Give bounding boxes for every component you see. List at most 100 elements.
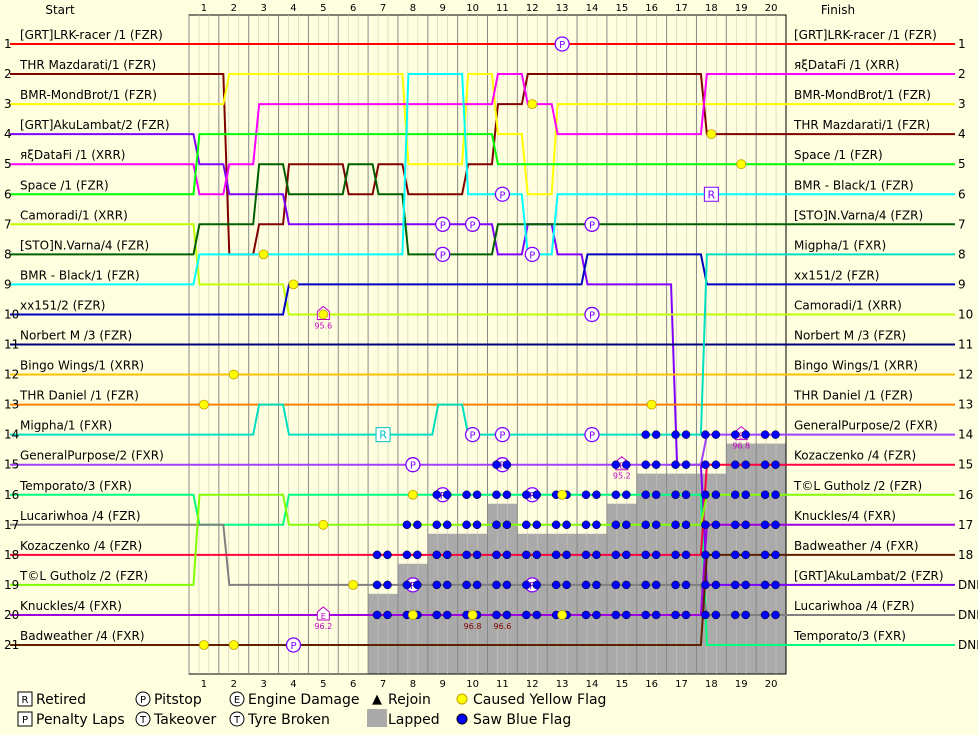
- finish-driver-label: xx151/2 (FZR): [794, 268, 879, 282]
- pitstop-icon-letter: P: [589, 310, 595, 321]
- start-driver-label: THR Mazdarati/1 (FZR): [19, 58, 156, 72]
- finish-driver-label: BMR - Black/1 (FZR): [794, 178, 914, 192]
- yellow-flag-dot: [646, 399, 657, 410]
- lap-tick-bottom: 18: [705, 679, 718, 690]
- blue-flag-dot: [551, 580, 561, 590]
- legend-icon-letter: T: [139, 715, 147, 726]
- position-label-left: 17: [4, 518, 19, 532]
- blue-flag-dot: [492, 550, 501, 560]
- pitstop-icon-letter: P: [529, 250, 535, 261]
- pitstop-icon-letter: P: [470, 431, 476, 442]
- retired-legend-icon: [17, 691, 33, 707]
- blue-flag-dot: [372, 610, 382, 620]
- yellow-flag-dot: [527, 99, 538, 109]
- blue-flag-dot: [641, 490, 650, 499]
- lap-tick-bottom: 1: [201, 679, 207, 690]
- finish-driver-label: GeneralPurpose/2 (FXR): [794, 419, 938, 433]
- blue-flag-dot: [711, 490, 721, 499]
- pitstop-icon: [554, 36, 570, 52]
- blue-flag-dot: [760, 580, 770, 590]
- blue-flag-dot: [711, 580, 721, 590]
- blue-flag-dot: [581, 580, 591, 590]
- blue-flag-dot: [741, 490, 750, 499]
- pitstop-icon-letter: P: [410, 581, 416, 592]
- blue-flag-dot: [622, 460, 631, 469]
- blue-flag-dot: [681, 610, 691, 620]
- blue-flag-dot: [372, 580, 382, 590]
- start-driver-label: Camoradi/1 (XRR): [20, 208, 128, 222]
- blue-flag-dot: [771, 610, 780, 620]
- lap-tick-top: 4: [290, 3, 296, 14]
- legend-icon-letter: R: [22, 695, 29, 706]
- blue-flag-dot: [532, 550, 542, 560]
- finish-driver-label: BMR-MondBrot/1 (FZR): [794, 88, 931, 102]
- blue-flag-dot: [771, 490, 780, 499]
- blue-flag-dot: [562, 580, 571, 590]
- blue-flag-dot: [760, 550, 770, 560]
- blue-flag-dot: [701, 460, 710, 469]
- blue-flag-dot: [581, 610, 591, 620]
- blue-flag-dot: [522, 580, 531, 590]
- start-driver-label: GeneralPurpose/2 (FXR): [20, 449, 164, 463]
- penalty-icon-letter: R: [379, 429, 387, 442]
- blue-flag-dot: [771, 430, 780, 439]
- legend-label: Rejoin: [388, 692, 431, 708]
- blue-flag-dot: [622, 490, 631, 499]
- blue-flag-dot: [681, 580, 691, 590]
- position-label-left: 7: [4, 217, 12, 231]
- position-label-right: 4: [958, 127, 966, 141]
- yellow-flag-dot: [557, 489, 568, 500]
- blue-flag-dot: [432, 520, 442, 530]
- start-driver-label: xx151/2 (FZR): [20, 298, 105, 312]
- position-label-left: 18: [4, 548, 19, 562]
- start-driver-label: Lucariwhoa /4 (FZR): [20, 509, 141, 523]
- finish-driver-label: Temporato/3 (FXR): [793, 629, 906, 643]
- position-label-left: 14: [4, 428, 19, 442]
- lapped-block: [547, 533, 578, 674]
- blue-flag-dot: [771, 580, 780, 590]
- lap-tick-top: 3: [260, 3, 266, 14]
- finish-header: Finish: [821, 3, 855, 17]
- finish-driver-label: Norbert M /3 (FZR): [794, 329, 906, 343]
- start-header: Start: [45, 3, 75, 17]
- blue-flag-dot: [741, 430, 750, 439]
- blue-flag-dot: [502, 460, 512, 469]
- blue-flag-dot: [442, 490, 452, 499]
- engine-damage-letter: E: [739, 432, 744, 441]
- blue-flag-dot: [472, 580, 482, 590]
- pitstop-icon-letter: P: [440, 250, 446, 261]
- position-label-right: 15: [958, 458, 973, 472]
- pitstop-icon-letter: P: [410, 461, 416, 472]
- blue-flag-dot: [383, 610, 392, 620]
- legend-icon-letter: E: [234, 695, 240, 706]
- position-label-right: 2: [958, 67, 966, 81]
- lap-tick-bottom: 7: [380, 679, 386, 690]
- blue-flag-dot: [611, 460, 621, 469]
- lapped-icon: [367, 709, 387, 727]
- start-driver-label: Temporato/3 (FXR): [19, 479, 132, 493]
- lap-tick-bottom: 10: [466, 679, 479, 690]
- blue-flag-dot: [731, 430, 740, 439]
- blue-flag-dot: [711, 610, 721, 620]
- position-label-left: 6: [4, 187, 12, 201]
- yellow-flag-dot: [407, 489, 418, 500]
- start-driver-label: [GRT]AkuLambat/2 (FZR): [20, 118, 170, 132]
- lap-tick-bottom: 13: [556, 679, 569, 690]
- lap-tick-top: 11: [496, 3, 509, 14]
- blue-flag-dot: [502, 520, 512, 530]
- yellow-flag-dot: [199, 640, 209, 650]
- blue-flag-dot: [432, 580, 442, 590]
- blue-flag-dot: [671, 580, 680, 590]
- legend-icon-letter: P: [22, 715, 28, 726]
- blue-flag-dot: [402, 580, 412, 590]
- pitstop-icon: [494, 426, 511, 443]
- blue-flag-dot: [502, 580, 512, 590]
- yellow-flag-dot: [736, 159, 747, 170]
- blue-flag-dot: [701, 580, 710, 590]
- yellow-flag-dot: [706, 129, 717, 140]
- legend-label: Lapped: [388, 712, 440, 728]
- blue-flag-dot: [711, 460, 721, 469]
- blue-flag-dot: [462, 580, 471, 590]
- blue-flag-dot: [771, 550, 780, 560]
- blue-flag-dot: [472, 520, 482, 530]
